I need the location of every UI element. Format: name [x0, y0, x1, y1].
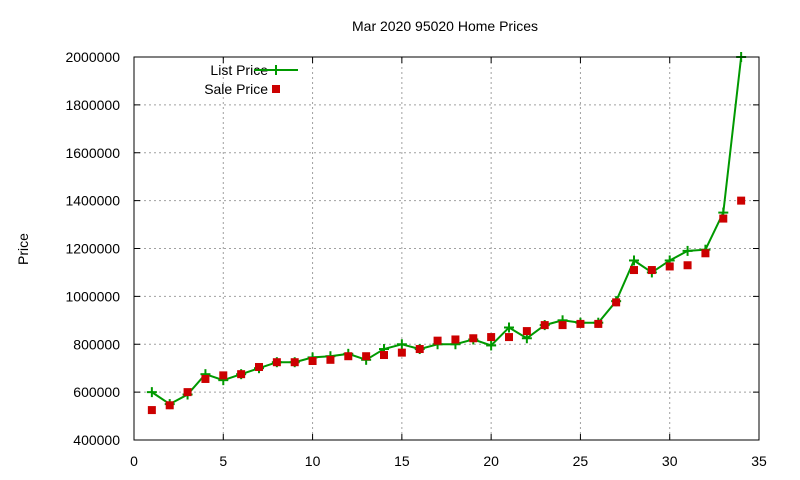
- sale-price-point: [719, 214, 728, 223]
- list-price-point: [146, 387, 157, 398]
- x-tick-label: 15: [394, 453, 410, 469]
- x-tick-label: 20: [483, 453, 499, 469]
- sale-price-point: [505, 333, 513, 342]
- y-tick-label: 1800000: [65, 97, 120, 113]
- x-tick-label: 30: [662, 453, 678, 469]
- x-tick-label: 5: [219, 453, 227, 469]
- legend-label: Sale Price: [204, 81, 268, 97]
- sale-price-point: [201, 374, 210, 383]
- list-price-point: [486, 340, 497, 351]
- y-axis-label: Price: [15, 233, 31, 265]
- x-tick-label: 10: [305, 453, 321, 469]
- grid: [134, 57, 759, 440]
- plot-frame: [133, 56, 760, 441]
- series-sale-price: [147, 196, 746, 415]
- list-price-line: [151, 56, 743, 406]
- sale-price-point: [165, 401, 174, 410]
- chart-title: Mar 2020 95020 Home Prices: [352, 18, 538, 34]
- y-tick-label: 1200000: [65, 241, 120, 257]
- sale-price-point: [612, 298, 621, 307]
- sale-price-point: [737, 196, 746, 205]
- x-tick-label: 25: [573, 453, 589, 469]
- sale-price-point: [397, 348, 406, 357]
- sale-price-point: [594, 319, 603, 328]
- y-tick-label: 1600000: [65, 145, 120, 161]
- list-price-point: [629, 255, 639, 266]
- sale-price-point: [665, 262, 674, 271]
- legend-swatch-square: [272, 85, 280, 93]
- y-tick-label: 400000: [73, 432, 120, 448]
- y-tick-label: 1000000: [65, 288, 120, 304]
- sale-price-point: [308, 357, 317, 366]
- sale-price-point: [701, 249, 710, 258]
- sale-price-point: [344, 352, 353, 361]
- y-tick-label: 2000000: [65, 49, 120, 65]
- sale-price-point: [290, 358, 299, 367]
- list-price-point: [504, 322, 514, 333]
- sale-price-point: [433, 336, 442, 345]
- sale-price-point: [487, 333, 496, 342]
- sale-price-point: [326, 355, 335, 364]
- series-list-price: [146, 52, 747, 410]
- y-tick-label: 800000: [73, 336, 120, 352]
- legend-swatch-plus: [271, 65, 281, 75]
- sale-price-point: [362, 352, 371, 361]
- sale-price-point: [219, 371, 228, 380]
- sale-price-point: [576, 319, 585, 328]
- legend-label: List Price: [210, 62, 268, 78]
- sale-price-point: [469, 334, 478, 343]
- sale-price-point: [183, 388, 192, 397]
- x-tick-label: 35: [751, 453, 767, 469]
- sale-price-point: [647, 266, 656, 275]
- sale-price-point: [558, 321, 567, 330]
- sale-price-point: [147, 406, 156, 415]
- sale-price-point: [540, 321, 549, 330]
- sale-price-point: [630, 266, 638, 275]
- sale-price-point: [683, 261, 692, 270]
- series-layer: [146, 52, 747, 415]
- list-price-point: [682, 245, 693, 256]
- sale-price-point: [255, 362, 263, 371]
- sale-price-point: [237, 370, 246, 379]
- y-tick-label: 600000: [73, 384, 120, 400]
- x-tick-label: 0: [130, 453, 138, 469]
- sale-price-point: [415, 345, 424, 354]
- sale-price-point: [451, 335, 460, 344]
- legend: List Price Sale Price: [204, 62, 298, 97]
- y-tick-label: 1400000: [65, 193, 120, 209]
- axis-ticks: 0 5 10 15 20 25 30 35 400000 600000 800000 1000000 1…: [65, 49, 767, 469]
- list-price-point: [396, 339, 407, 350]
- sale-price-point: [522, 327, 531, 336]
- sale-price-point: [272, 358, 281, 367]
- sale-price-point: [380, 351, 388, 360]
